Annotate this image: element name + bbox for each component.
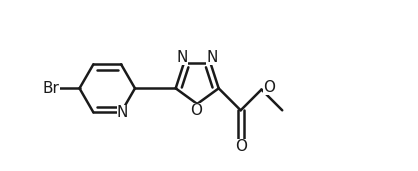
Text: O: O <box>263 80 275 95</box>
Text: O: O <box>191 103 203 118</box>
Text: N: N <box>117 105 128 120</box>
Text: N: N <box>206 50 218 65</box>
Text: Br: Br <box>43 81 60 96</box>
Text: O: O <box>234 139 247 154</box>
Text: N: N <box>176 50 188 65</box>
